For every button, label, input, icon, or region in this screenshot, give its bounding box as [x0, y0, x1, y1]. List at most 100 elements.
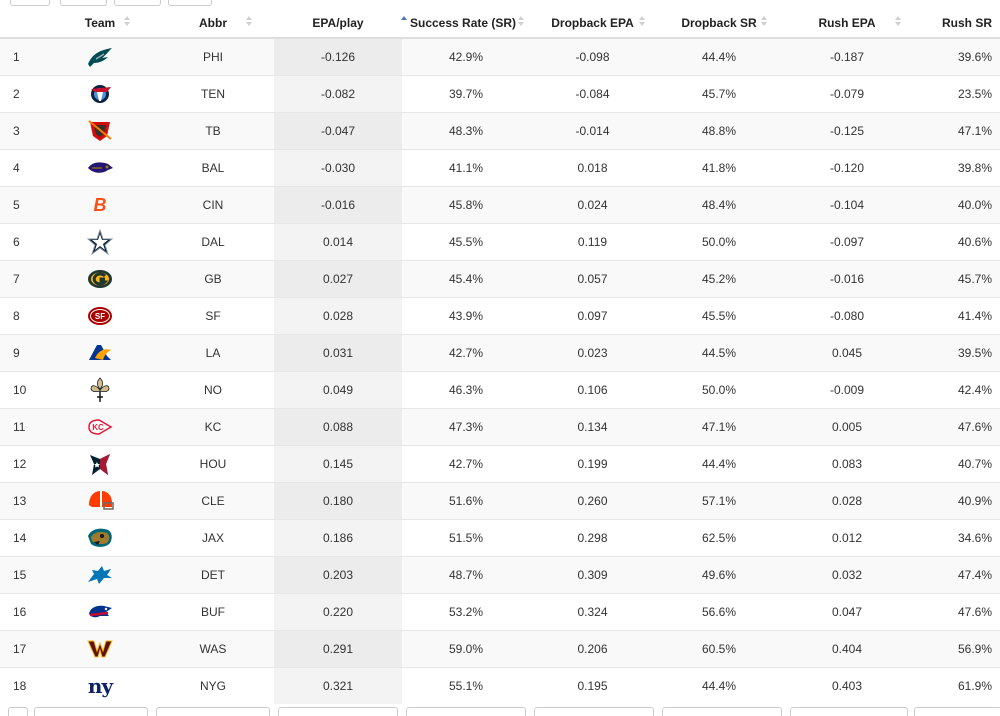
- sort-icon[interactable]: [124, 16, 130, 27]
- rush-epa-cell: 0.083: [783, 445, 911, 483]
- pagination-control[interactable]: [8, 707, 28, 716]
- team-logo-cell: [48, 593, 152, 631]
- rank-cell: 15: [0, 556, 48, 594]
- rush-epa-cell: -0.104: [783, 186, 911, 224]
- success-rate-cell: 42.7%: [402, 445, 530, 483]
- pagination-control[interactable]: [156, 707, 270, 716]
- dropback-epa-cell: 0.018: [530, 149, 655, 187]
- dropback-epa-cell: 0.199: [530, 445, 655, 483]
- dropback-sr-column-header[interactable]: Dropback SR: [655, 8, 783, 39]
- team-epa-table: Team Abbr EPA/play Success Rate (SR) Dro…: [0, 8, 1000, 704]
- abbr-cell: DAL: [152, 223, 274, 261]
- toolbar-button[interactable]: [168, 0, 212, 6]
- sort-icon[interactable]: [761, 16, 767, 27]
- rush-sr-cell: 40.0%: [911, 186, 1000, 224]
- team-logo-cell: B: [48, 186, 152, 224]
- jaguars-logo-icon: [86, 526, 114, 550]
- abbr-cell: BAL: [152, 149, 274, 187]
- packers-logo-icon: [87, 267, 113, 291]
- abbr-cell: LA: [152, 334, 274, 372]
- dropback-epa-cell: 0.023: [530, 334, 655, 372]
- buccaneers-logo-icon: [87, 119, 113, 143]
- dropback-epa-column-header[interactable]: Dropback EPA: [530, 8, 655, 39]
- epa-play-header-label: EPA/play: [312, 15, 364, 30]
- table-row: 3 TB -0.047 48.3% -0.014 48.8% -0.125 47.1%: [0, 112, 1000, 150]
- toolbar-button[interactable]: [114, 0, 161, 6]
- sort-ascending-icon[interactable]: [401, 16, 407, 27]
- dropback-sr-cell: 57.1%: [655, 482, 783, 520]
- dropback-sr-cell: 50.0%: [655, 223, 783, 261]
- table-row: 15 DET 0.203 48.7% 0.309 49.6% 0.032 47.4%: [0, 556, 1000, 594]
- table-row: 8 SF SF 0.028 43.9% 0.097 45.5% -0.080 41.4%: [0, 297, 1000, 335]
- pagination-bar: [0, 704, 1000, 716]
- dropback-sr-cell: 60.5%: [655, 630, 783, 668]
- abbr-cell: HOU: [152, 445, 274, 483]
- pagination-control[interactable]: [790, 707, 908, 716]
- eagles-logo-icon: [86, 45, 114, 69]
- sort-icon[interactable]: [518, 16, 524, 27]
- abbr-cell: NYG: [152, 667, 274, 704]
- dropback-sr-cell: 48.4%: [655, 186, 783, 224]
- epa-play-cell: 0.049: [274, 371, 402, 409]
- sort-icon[interactable]: [639, 16, 645, 27]
- rank-cell: 13: [0, 482, 48, 520]
- success-rate-cell: 42.7%: [402, 334, 530, 372]
- rush-sr-cell: 47.4%: [911, 556, 1000, 594]
- team-logo-cell: KC: [48, 408, 152, 446]
- rush-sr-column-header[interactable]: Rush SR: [911, 8, 1000, 39]
- team-logo-cell: [48, 630, 152, 668]
- rush-epa-cell: -0.187: [783, 37, 911, 76]
- team-logo-cell: [48, 371, 152, 409]
- rush-epa-cell: 0.005: [783, 408, 911, 446]
- pagination-control[interactable]: [662, 707, 782, 716]
- pagination-control[interactable]: [534, 707, 654, 716]
- ravens-logo-icon: [86, 156, 114, 180]
- rams-logo-icon: [87, 341, 113, 365]
- sort-icon[interactable]: [895, 16, 901, 27]
- table-row: 7 GB 0.027 45.4% 0.057 45.2% -0.016 45.7%: [0, 260, 1000, 298]
- team-logo-cell: [48, 112, 152, 150]
- dropback-sr-cell: 45.7%: [655, 75, 783, 113]
- pagination-control[interactable]: [34, 707, 148, 716]
- pagination-control[interactable]: [406, 707, 526, 716]
- toolbar-button[interactable]: [10, 0, 50, 6]
- success-rate-header-label: Success Rate (SR): [410, 15, 517, 30]
- success-rate-cell: 51.6%: [402, 482, 530, 520]
- rush-sr-cell: 42.4%: [911, 371, 1000, 409]
- epa-play-cell: 0.088: [274, 408, 402, 446]
- rush-sr-cell: 39.8%: [911, 149, 1000, 187]
- dropback-epa-cell: 0.309: [530, 556, 655, 594]
- rank-cell: 6: [0, 223, 48, 261]
- dropback-sr-cell: 49.6%: [655, 556, 783, 594]
- table-row: 2 TEN -0.082 39.7% -0.084 45.7% -0.079 23.5%: [0, 75, 1000, 113]
- dropback-sr-cell: 56.6%: [655, 593, 783, 631]
- rush-epa-cell: 0.404: [783, 630, 911, 668]
- table-header-row: Team Abbr EPA/play Success Rate (SR) Dro…: [0, 8, 1000, 39]
- rush-sr-cell: 41.4%: [911, 297, 1000, 335]
- toolbar-button[interactable]: [60, 0, 107, 6]
- rush-sr-cell: 39.6%: [911, 37, 1000, 76]
- sort-icon[interactable]: [246, 16, 252, 27]
- abbr-cell: CIN: [152, 186, 274, 224]
- abbr-column-header[interactable]: Abbr: [152, 8, 274, 39]
- pagination-control[interactable]: [914, 707, 1000, 716]
- dropback-sr-cell: 44.4%: [655, 445, 783, 483]
- rush-epa-cell: 0.012: [783, 519, 911, 557]
- svg-text:SF: SF: [95, 312, 105, 321]
- success-rate-cell: 45.8%: [402, 186, 530, 224]
- epa-play-column-header[interactable]: EPA/play: [274, 8, 402, 39]
- team-logo-cell: [48, 482, 152, 520]
- dropback-epa-cell: 0.260: [530, 482, 655, 520]
- rush-epa-cell: -0.097: [783, 223, 911, 261]
- team-column-header[interactable]: Team: [48, 8, 152, 39]
- table-row: 10 NO 0.049 46.3% 0.106 50.0% -0.009 42.4%: [0, 371, 1000, 409]
- rush-sr-cell: 40.6%: [911, 223, 1000, 261]
- success-rate-column-header[interactable]: Success Rate (SR): [401, 8, 530, 39]
- epa-play-cell: 0.031: [274, 334, 402, 372]
- rush-epa-column-header[interactable]: Rush EPA: [783, 8, 911, 39]
- team-logo-cell: [48, 149, 152, 187]
- abbr-cell: WAS: [152, 630, 274, 668]
- pagination-control[interactable]: [278, 707, 398, 716]
- rush-sr-cell: 45.7%: [911, 260, 1000, 298]
- epa-play-cell: -0.030: [274, 149, 402, 187]
